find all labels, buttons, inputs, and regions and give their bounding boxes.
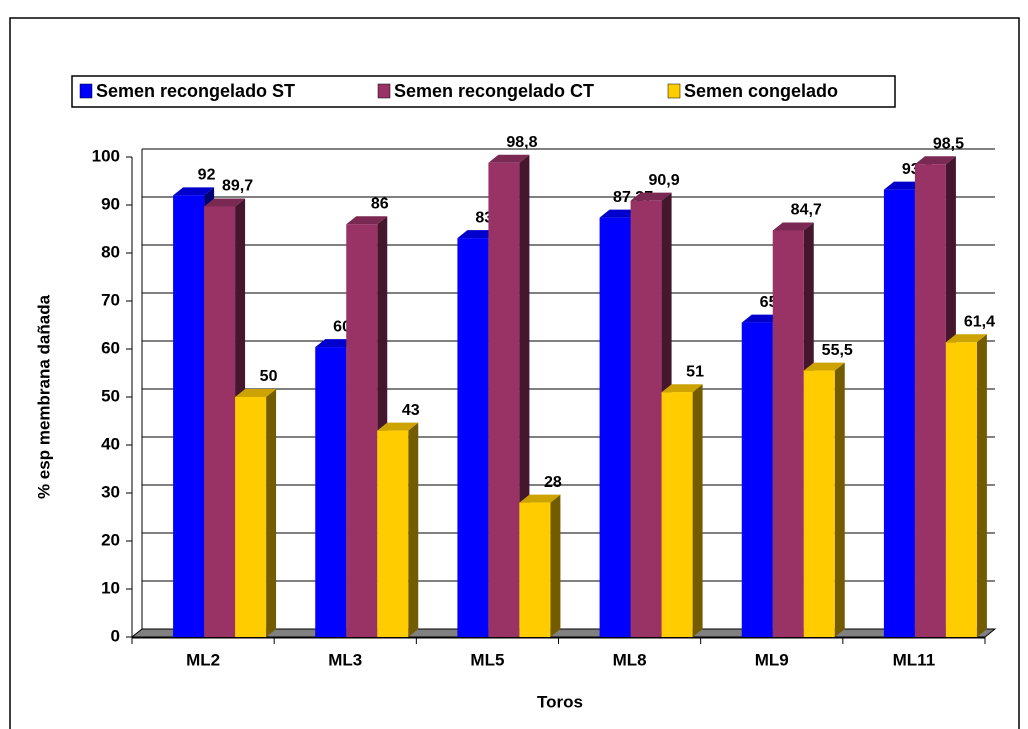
bar [914, 164, 946, 637]
legend-label: Semen recongelado CT [394, 81, 594, 101]
bar-top [173, 187, 215, 196]
y-tick-label: 0 [111, 626, 120, 645]
legend-label: Semen congelado [684, 81, 838, 101]
bar [741, 322, 773, 637]
value-label: 55,5 [822, 342, 853, 359]
legend-swatch [667, 83, 681, 99]
y-tick-label: 10 [101, 578, 120, 597]
bar-top [315, 339, 357, 348]
bar-side [976, 334, 987, 637]
value-label: 90,9 [649, 172, 680, 189]
legend-box [71, 75, 896, 108]
bar-top [599, 209, 641, 218]
value-label: 28 [544, 474, 562, 491]
bar [173, 195, 205, 637]
value-label: 86 [371, 195, 389, 212]
bar [883, 189, 915, 637]
x-tick-label: ML9 [755, 650, 789, 669]
bar-top [519, 494, 561, 503]
y-tick-label: 30 [101, 482, 120, 501]
y-tick-label: 70 [101, 290, 120, 309]
bar-side [550, 494, 561, 637]
value-label: 98,5 [933, 135, 964, 152]
legend-swatch [377, 83, 391, 99]
bar-side [408, 422, 419, 637]
y-tick-label: 80 [101, 242, 120, 261]
bar-top [945, 334, 987, 343]
y-tick-label: 50 [101, 386, 120, 405]
bar [803, 370, 835, 637]
bar [204, 206, 236, 637]
bar-top [488, 154, 530, 163]
bar-side [692, 384, 703, 637]
value-label: 43 [402, 402, 420, 419]
bar [235, 397, 267, 637]
bar-top [803, 362, 845, 371]
bar [519, 502, 551, 637]
bar-top [661, 384, 703, 393]
x-tick-label: ML5 [470, 650, 504, 669]
value-label: 50 [260, 368, 278, 385]
bar [945, 342, 977, 637]
x-tick-label: ML2 [186, 650, 220, 669]
bar-side [834, 362, 845, 637]
x-axis-title: Toros [537, 692, 583, 711]
y-tick-label: 90 [101, 194, 120, 213]
bar [630, 200, 662, 637]
x-tick-label: ML8 [613, 650, 647, 669]
bar-top [457, 230, 499, 239]
value-label: 51 [686, 363, 704, 380]
legend-label: Semen recongelado ST [96, 81, 295, 101]
bar-top [772, 222, 814, 231]
y-tick-label: 60 [101, 338, 120, 357]
bar-top [914, 156, 956, 165]
value-label: 61,4 [964, 313, 995, 330]
bar-top [204, 198, 246, 207]
bar [377, 430, 409, 637]
value-label: 98,8 [506, 134, 537, 151]
bar-top [235, 389, 277, 397]
frame [9, 17, 1020, 729]
bar-top [741, 314, 783, 323]
bar-top [377, 422, 419, 431]
bar [661, 392, 693, 637]
value-label: 92 [198, 167, 216, 184]
bar-top [883, 181, 925, 190]
bar [488, 162, 520, 637]
y-tick-label: 100 [92, 146, 120, 165]
bar [772, 230, 804, 637]
value-label: 84,7 [791, 202, 822, 219]
bar [315, 347, 347, 637]
bar [599, 217, 631, 637]
bar [457, 238, 489, 637]
x-tick-label: ML3 [328, 650, 362, 669]
value-label: 89,7 [222, 178, 253, 195]
y-axis-title: % esp membrana dañada [34, 294, 53, 499]
legend-swatch [79, 83, 93, 99]
y-tick-label: 40 [101, 434, 120, 453]
bar-side [266, 389, 277, 637]
y-tick-label: 20 [101, 530, 120, 549]
bar-top [346, 216, 388, 225]
bar-top [630, 192, 672, 201]
bar [346, 224, 378, 637]
x-tick-label: ML11 [893, 650, 936, 669]
